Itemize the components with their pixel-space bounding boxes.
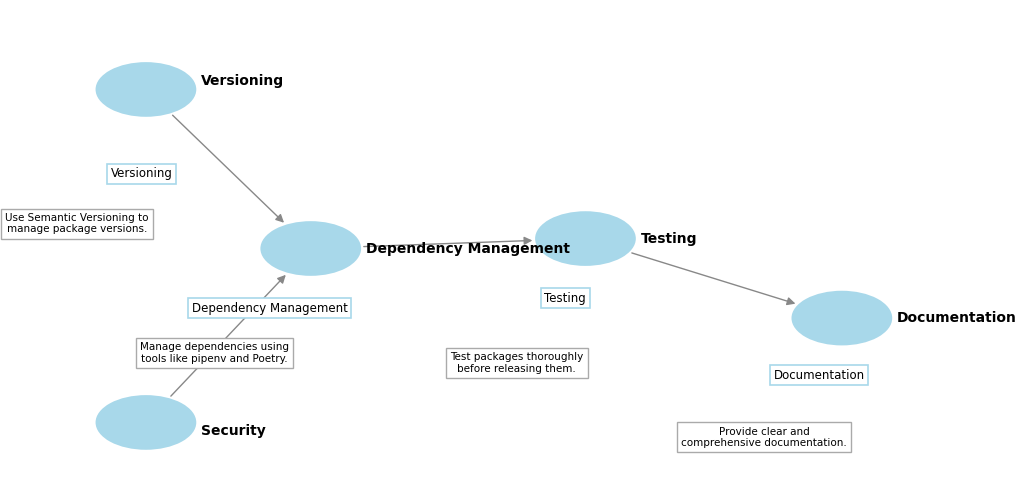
- Text: Dependency Management: Dependency Management: [191, 302, 347, 315]
- Text: Provide clear and
comprehensive documentation.: Provide clear and comprehensive document…: [681, 426, 847, 448]
- Circle shape: [260, 221, 361, 276]
- Text: Documentation: Documentation: [773, 369, 864, 382]
- Text: Test packages thoroughly
before releasing them.: Test packages thoroughly before releasin…: [451, 352, 584, 374]
- Text: Documentation: Documentation: [897, 311, 1017, 325]
- Circle shape: [536, 211, 636, 266]
- Circle shape: [95, 395, 197, 450]
- Text: Security: Security: [201, 423, 265, 438]
- Text: Versioning: Versioning: [201, 74, 284, 88]
- Text: Testing: Testing: [640, 232, 697, 246]
- Text: Testing: Testing: [545, 292, 586, 305]
- Text: Dependency Management: Dependency Management: [366, 242, 569, 255]
- Circle shape: [792, 291, 892, 345]
- Text: Versioning: Versioning: [111, 167, 172, 180]
- Text: Manage dependencies using
tools like pipenv and Poetry.: Manage dependencies using tools like pip…: [140, 342, 289, 364]
- Text: Use Semantic Versioning to
manage package versions.: Use Semantic Versioning to manage packag…: [5, 213, 150, 235]
- Circle shape: [95, 62, 197, 117]
